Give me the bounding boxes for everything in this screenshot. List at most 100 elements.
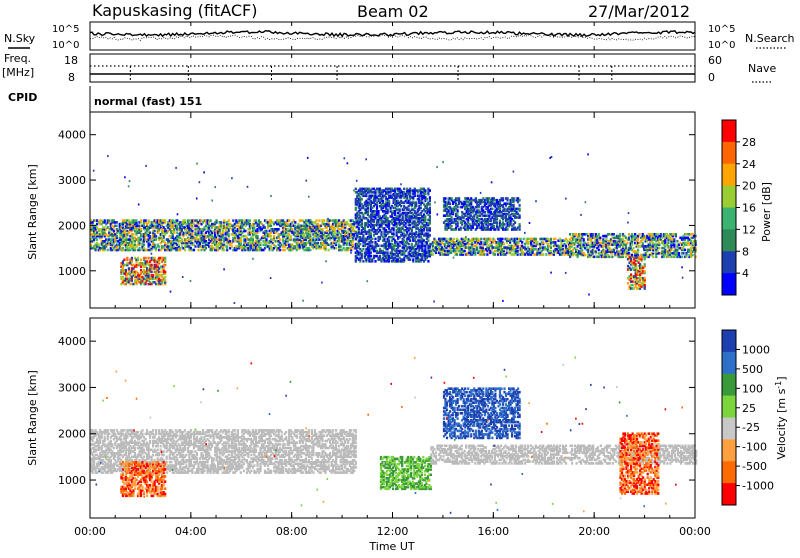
power-cell [194,245,196,248]
power-cell [611,256,613,259]
power-cell [288,219,290,222]
power-cell [197,249,199,252]
power-cell [412,258,414,261]
power-cell [484,211,486,214]
power-cell [613,233,615,236]
cpid-label: CPID [8,91,37,104]
power-cell [506,197,508,200]
power-cell [244,230,246,233]
power-cell [652,256,654,259]
nave-right-tick-bottom: 0 [708,71,715,84]
beam-title: Beam 02 [357,2,429,21]
power-cell [154,230,156,233]
power-cell [464,250,466,253]
power-cell [403,188,405,191]
power-cell [523,238,525,241]
power-cell [154,257,156,260]
power-cell [387,217,389,220]
noise-left-tick-bottom: 10^0 [52,40,79,51]
power-cell [158,245,160,248]
power-cell [608,256,610,259]
power-cell [205,247,207,250]
noise-search-label: N.Search [745,32,795,45]
power-cell [598,249,600,252]
power-cell [226,245,228,248]
noise-right-tick-bottom: 10^0 [708,40,735,51]
power-cell [264,226,266,229]
power-cell [424,189,426,192]
power-cell [496,221,498,224]
power-cell [429,189,431,192]
power-cell [128,267,130,270]
power-cell [361,198,363,201]
power-cell [444,197,446,200]
power-cell [335,247,337,250]
frequency-label-line2: [MHz] [2,66,34,79]
power-cell [598,233,600,236]
power-cell [554,241,556,244]
power-cell [491,208,493,211]
power-cell [259,242,261,245]
power-cell [493,225,495,228]
power-cell [388,239,390,242]
power-cell [503,223,505,226]
power-cell [519,208,521,211]
power-cell [429,203,431,206]
power-cell [164,219,166,222]
power-cell [550,250,552,253]
power-cell [123,259,125,262]
power-cell [126,257,128,260]
power-cell [377,210,379,213]
power-cell [502,197,504,200]
frequency-left-tick-top: 18 [64,54,78,67]
power-cell [565,245,567,248]
power-cell [148,219,150,222]
power-cell [658,247,660,250]
power-cell [483,253,485,256]
power-cell [595,250,597,253]
power-cell [284,249,286,252]
power-cell [152,274,154,277]
frequency-left-tick-bottom: 8 [68,71,75,84]
frequency-panel-frame [90,54,695,82]
power-cell [514,221,516,224]
station-title: Kapuskasing (fitACF) [92,1,257,20]
power-cell [317,242,319,245]
power-cell [453,238,455,241]
power-cell [424,215,426,218]
power-cell [583,238,585,241]
power-cell [138,247,140,250]
power-cell [432,253,434,256]
power-cell [370,232,372,235]
power-cell [429,207,431,210]
power-cell [116,221,118,224]
power-cell [451,216,453,219]
power-cell [542,253,544,256]
power-cell [176,219,178,222]
power-cell [279,249,281,252]
power-cell [278,228,280,231]
power-cell [135,219,137,222]
noise-panel: N.Sky 10^5 10^0 10^5 10^0 N.Search [4,22,795,51]
power-cell [584,254,586,257]
power-cell [107,249,109,252]
power-cell [255,219,257,222]
cpid-mode: normal (fast) 151 [94,95,202,108]
frequency-panel: Freq. [MHz] 18 8 60 0 Nave [2,52,776,84]
power-cell [132,233,134,236]
power-cell [355,188,357,191]
power-cell [232,219,234,222]
power-cell [569,233,571,236]
power-cell [475,197,477,200]
power-cell [137,257,139,260]
power-cell [164,276,166,279]
power-cell [637,254,639,257]
power-cell [445,238,447,241]
power-cell [370,251,372,254]
power-cell [362,234,364,237]
power-cell [480,238,482,241]
power-cell [379,255,381,258]
power-cell [164,257,166,260]
power-cell [501,238,503,241]
power-scatter [90,153,697,304]
